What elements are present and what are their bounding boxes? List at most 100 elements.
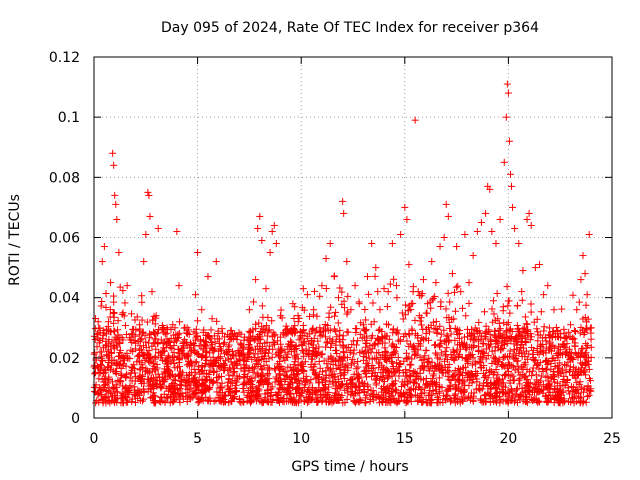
background-point: [334, 319, 342, 327]
data-point: [334, 294, 342, 302]
data-point: [502, 113, 510, 121]
background-point: [91, 349, 99, 357]
background-point: [150, 329, 158, 337]
data-point: [544, 282, 552, 290]
background-point: [451, 307, 459, 315]
y-tick-label: 0.06: [49, 231, 80, 247]
data-point: [504, 89, 512, 97]
background-point: [375, 327, 383, 335]
y-tick-label: 0.08: [49, 170, 80, 186]
data-point: [409, 288, 417, 296]
background-point: [157, 384, 165, 392]
background-point: [321, 333, 329, 341]
data-point: [461, 230, 469, 238]
background-point: [98, 348, 106, 356]
background-point: [142, 338, 150, 346]
background-point: [441, 347, 449, 355]
background-point: [109, 309, 117, 317]
background-point: [115, 353, 123, 361]
data-point: [245, 306, 253, 314]
background-point: [343, 328, 351, 336]
background-point: [309, 324, 317, 332]
background-point: [543, 366, 551, 374]
background-point: [183, 330, 191, 338]
data-point: [388, 240, 396, 248]
background-point: [396, 336, 404, 344]
background-point: [437, 298, 445, 306]
background-point: [416, 317, 424, 325]
data-point: [428, 258, 436, 266]
background-point: [94, 391, 102, 399]
x-tick-label: 15: [396, 431, 414, 447]
background-point: [479, 379, 487, 387]
background-point: [537, 308, 545, 316]
background-point: [403, 349, 411, 357]
background-point: [541, 333, 549, 341]
background-point: [561, 360, 569, 368]
background-point: [406, 361, 414, 369]
background-point: [136, 342, 144, 350]
data-point: [531, 264, 539, 272]
background-point: [138, 292, 146, 300]
background-point: [571, 371, 579, 379]
background-point: [237, 330, 245, 338]
background-point: [500, 353, 508, 361]
data-point: [405, 261, 413, 269]
background-point: [306, 312, 314, 320]
background-point: [129, 331, 137, 339]
background-point: [250, 298, 258, 306]
background-point: [382, 355, 390, 363]
background-point: [121, 322, 129, 330]
background-point: [431, 341, 439, 349]
background-point: [497, 396, 505, 404]
background-point: [358, 334, 366, 342]
background-point: [390, 275, 398, 283]
background-point: [139, 328, 147, 336]
background-point: [506, 332, 514, 340]
background-point: [549, 341, 557, 349]
background-point: [374, 288, 382, 296]
data-point: [256, 212, 264, 220]
background-point: [254, 350, 262, 358]
background-point: [585, 365, 593, 373]
data-point: [154, 224, 162, 232]
background-point: [488, 305, 496, 313]
data-point: [198, 306, 206, 314]
background-point: [436, 336, 444, 344]
y-tick-label: 0.12: [49, 50, 80, 66]
background-point: [389, 362, 397, 370]
data-point: [469, 252, 477, 260]
data-point: [577, 276, 585, 284]
data-point: [364, 273, 372, 281]
data-point: [258, 237, 266, 245]
background-point: [513, 302, 521, 310]
background-point: [458, 304, 466, 312]
background-point: [530, 318, 538, 326]
data-point: [508, 182, 516, 190]
background-point: [450, 288, 458, 296]
data-point: [98, 258, 106, 266]
x-tick-label: 25: [603, 431, 621, 447]
background-point: [495, 326, 503, 334]
background-point: [332, 341, 340, 349]
data-point: [340, 209, 348, 217]
background-point: [481, 308, 489, 316]
background-point: [455, 334, 463, 342]
background-point: [417, 321, 425, 329]
background-point: [131, 391, 139, 399]
background-point: [264, 381, 272, 389]
background-point: [340, 297, 348, 305]
data-point: [112, 200, 120, 208]
background-point: [291, 303, 299, 311]
x-axis-label: GPS time / hours: [291, 459, 408, 475]
background-point: [451, 399, 459, 407]
background-point: [243, 372, 251, 380]
background-point: [140, 395, 148, 403]
data-point: [393, 282, 401, 290]
background-point: [100, 381, 108, 389]
background-point: [545, 324, 553, 332]
data-point: [351, 282, 359, 290]
background-point: [121, 299, 129, 307]
background-point: [316, 364, 324, 372]
background-point: [264, 313, 272, 321]
